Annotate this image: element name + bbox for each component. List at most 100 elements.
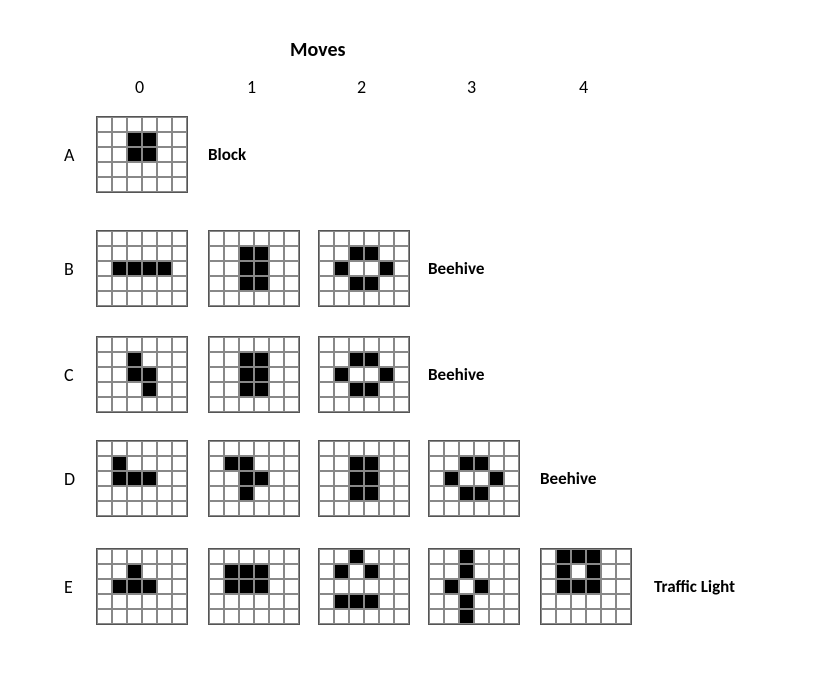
grid-cell [97, 147, 112, 162]
grid-cell [172, 501, 187, 516]
pattern-label-C: Beehive [428, 364, 484, 385]
grid-cell [444, 441, 459, 456]
pattern-grid [96, 548, 188, 625]
pattern-grid [428, 440, 520, 517]
grid-cell [224, 367, 239, 382]
grid-cell [394, 501, 409, 516]
grid-cell [269, 501, 284, 516]
grid-cell [209, 501, 224, 516]
grid-cell [334, 609, 349, 624]
grid-cell [254, 291, 269, 306]
grid-cell [269, 471, 284, 486]
pattern-grid [96, 336, 188, 413]
grid-cell [364, 579, 379, 594]
grid-cell [157, 441, 172, 456]
grid-cell [127, 549, 142, 564]
grid-A-0 [96, 116, 188, 193]
grid-cell [239, 246, 254, 261]
grid-cell [172, 231, 187, 246]
grid-cell [269, 609, 284, 624]
grid-cell [364, 441, 379, 456]
grid-cell [127, 367, 142, 382]
pattern-grid [208, 230, 300, 307]
grid-cell [364, 486, 379, 501]
grid-cell [254, 579, 269, 594]
grid-cell [349, 352, 364, 367]
grid-cell [172, 276, 187, 291]
grid-cell [474, 579, 489, 594]
grid-B-0 [96, 230, 188, 307]
grid-cell [394, 382, 409, 397]
grid-cell [127, 609, 142, 624]
row-label-C: C [64, 364, 74, 386]
grid-cell [541, 594, 556, 609]
column-header-4: 4 [579, 76, 588, 98]
grid-cell [224, 276, 239, 291]
grid-cell [97, 117, 112, 132]
grid-cell [284, 441, 299, 456]
grid-cell [172, 367, 187, 382]
grid-cell [224, 471, 239, 486]
grid-cell [172, 549, 187, 564]
grid-cell [429, 549, 444, 564]
grid-cell [586, 549, 601, 564]
grid-cell [172, 564, 187, 579]
grid-cell [112, 147, 127, 162]
grid-cell [157, 456, 172, 471]
grid-cell [142, 367, 157, 382]
grid-D-0 [96, 440, 188, 517]
grid-D-3 [428, 440, 520, 517]
grid-cell [586, 594, 601, 609]
grid-cell [112, 549, 127, 564]
grid-cell [284, 549, 299, 564]
grid-cell [239, 382, 254, 397]
grid-cell [112, 456, 127, 471]
grid-cell [556, 579, 571, 594]
grid-cell [97, 352, 112, 367]
grid-cell [112, 564, 127, 579]
grid-cell [172, 162, 187, 177]
grid-cell [112, 177, 127, 192]
grid-cell [97, 367, 112, 382]
grid-cell [142, 564, 157, 579]
grid-cell [172, 456, 187, 471]
grid-cell [334, 486, 349, 501]
grid-cell [224, 456, 239, 471]
grid-cell [127, 337, 142, 352]
grid-cell [172, 352, 187, 367]
grid-cell [364, 337, 379, 352]
grid-cell [284, 276, 299, 291]
grid-cell [224, 246, 239, 261]
grid-cell [254, 471, 269, 486]
grid-cell [142, 231, 157, 246]
grid-cell [349, 564, 364, 579]
grid-cell [394, 352, 409, 367]
grid-cell [157, 486, 172, 501]
grid-cell [586, 564, 601, 579]
grid-cell [586, 609, 601, 624]
grid-cell [254, 367, 269, 382]
grid-cell [556, 564, 571, 579]
grid-cell [254, 609, 269, 624]
grid-cell [224, 549, 239, 564]
grid-cell [97, 276, 112, 291]
grid-cell [284, 352, 299, 367]
grid-cell [209, 337, 224, 352]
grid-cell [97, 261, 112, 276]
grid-cell [334, 456, 349, 471]
grid-cell [254, 246, 269, 261]
grid-cell [142, 441, 157, 456]
grid-cell [319, 397, 334, 412]
grid-C-1 [208, 336, 300, 413]
column-header-0: 0 [135, 76, 144, 98]
grid-cell [444, 609, 459, 624]
moves-title: Moves [290, 38, 346, 62]
grid-cell [127, 261, 142, 276]
grid-cell [127, 501, 142, 516]
grid-cell [474, 486, 489, 501]
grid-cell [239, 564, 254, 579]
grid-cell [379, 594, 394, 609]
grid-cell [142, 246, 157, 261]
grid-cell [364, 246, 379, 261]
grid-cell [349, 549, 364, 564]
